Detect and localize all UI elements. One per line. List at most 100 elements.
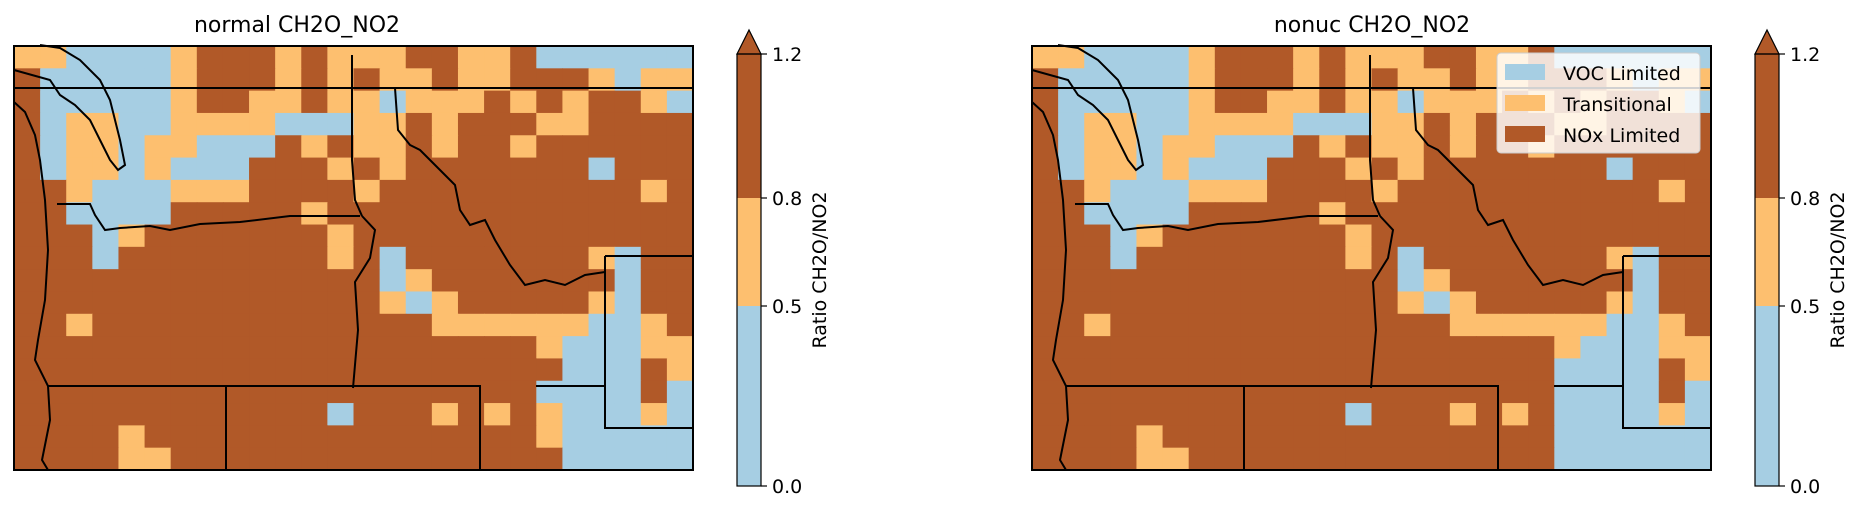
grid-cell — [640, 112, 668, 136]
grid-cell — [301, 46, 328, 69]
grid-cell — [1267, 403, 1294, 426]
grid-cell — [1528, 269, 1555, 293]
grid-cell — [144, 135, 172, 159]
grid-cell — [1240, 403, 1268, 426]
grid-cell — [379, 246, 407, 270]
grid-cell — [1371, 68, 1399, 92]
grid-cell — [1188, 380, 1216, 404]
grid-cell — [40, 112, 67, 136]
grid-cell — [222, 403, 250, 426]
grid-cell — [353, 90, 381, 114]
grid-cell — [1267, 425, 1294, 449]
grid-cell — [1032, 90, 1059, 114]
grid-cell — [66, 179, 93, 203]
grid-cell — [1032, 68, 1059, 92]
grid-cell — [301, 403, 328, 426]
grid-cell — [588, 224, 616, 248]
grid-cell — [327, 313, 355, 337]
grid-cell — [1240, 291, 1268, 315]
grid-cell — [1345, 224, 1373, 248]
grid-cell — [562, 380, 590, 404]
grid-cell — [431, 68, 459, 92]
wy-west-border — [1622, 256, 1711, 429]
grid-cell — [222, 135, 250, 159]
grid-cell — [118, 269, 146, 293]
grid-cell — [353, 224, 381, 248]
grid-cell — [510, 246, 537, 270]
grid-cell — [666, 291, 694, 315]
grid-cell — [196, 269, 224, 293]
grid-cell — [1580, 380, 1608, 404]
grid-cell — [457, 447, 485, 471]
grid-cell — [1449, 336, 1477, 360]
grid-cell — [1449, 202, 1477, 226]
grid-cell — [379, 157, 407, 181]
or-id-border — [352, 215, 377, 389]
grid-cell — [431, 425, 459, 449]
grid-cell — [249, 447, 276, 471]
grid-cell — [40, 336, 67, 360]
grid-cell — [1475, 246, 1503, 270]
grid-cell — [1528, 425, 1555, 449]
grid-cell — [614, 157, 642, 181]
grid-cell — [562, 179, 590, 203]
grid-cell — [1136, 179, 1164, 203]
grid-cell — [484, 246, 511, 270]
grid-cell — [196, 179, 224, 203]
grid-cell — [1110, 135, 1138, 159]
grid-cell — [614, 313, 642, 337]
grid-cell — [1110, 90, 1138, 114]
grid-cell — [275, 224, 302, 248]
grid-cell — [588, 135, 616, 159]
grid-cell — [1658, 336, 1686, 360]
grid-cell — [1162, 90, 1190, 114]
pacific-coast — [1031, 101, 1070, 471]
grid-cell — [1058, 269, 1085, 293]
grid-cell — [275, 269, 302, 293]
grid-cell — [327, 403, 355, 426]
grid-cell — [562, 202, 590, 226]
grid-cell — [40, 68, 67, 92]
grid-cell — [196, 447, 224, 471]
grid-cell — [40, 447, 67, 471]
grid-cell — [666, 246, 694, 270]
grid-cell — [1502, 425, 1529, 449]
grid-cell — [1162, 336, 1190, 360]
grid-cell — [457, 269, 485, 293]
grid-cell — [510, 291, 537, 315]
grid-cell — [1032, 135, 1059, 159]
grid-cell — [1554, 358, 1582, 382]
grid-cell — [562, 291, 590, 315]
grid-cell — [144, 336, 172, 360]
grid-cell — [1658, 157, 1686, 181]
grid-cell — [1162, 112, 1190, 136]
grid-cell — [1214, 447, 1242, 471]
grid-cell — [1371, 135, 1399, 159]
grid-cell — [301, 447, 328, 471]
grid-cell — [170, 246, 198, 270]
grid-cell — [1345, 358, 1373, 382]
grid-cell — [1136, 336, 1164, 360]
grid-cell — [1293, 358, 1320, 382]
grid-cell — [379, 224, 407, 248]
grid-cell — [1319, 425, 1346, 449]
grid-cell — [1397, 202, 1425, 226]
grid-cell — [510, 313, 537, 337]
grid-cell — [249, 246, 276, 270]
grid-cell — [1240, 425, 1268, 449]
grid-cell — [457, 112, 485, 136]
grid-cell — [431, 46, 459, 69]
grid-cell — [1032, 447, 1059, 471]
grid-cell — [484, 313, 511, 337]
grid-cell — [1345, 246, 1373, 270]
grid-cell — [353, 246, 381, 270]
grid-cell — [92, 202, 120, 226]
grid-cell — [379, 90, 407, 114]
or-id-border — [1370, 215, 1395, 389]
grid-cell — [1345, 380, 1373, 404]
grid-cell — [1632, 358, 1660, 382]
grid-cell — [353, 313, 381, 337]
grid-cell — [1267, 202, 1294, 226]
grid-cell — [1058, 224, 1085, 248]
grid-cell — [484, 425, 511, 449]
